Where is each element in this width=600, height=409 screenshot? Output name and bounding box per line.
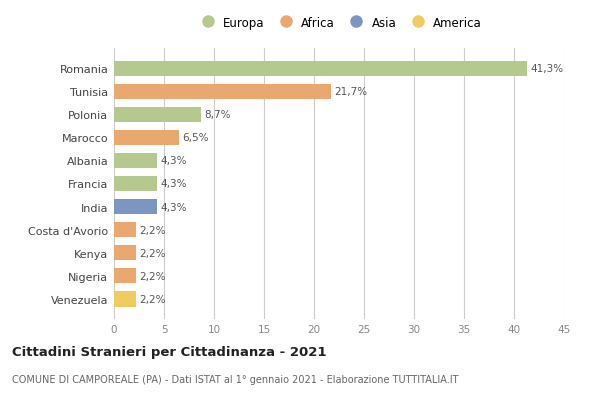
Text: 2,2%: 2,2% <box>139 225 166 235</box>
Legend: Europa, Africa, Asia, America: Europa, Africa, Asia, America <box>191 12 487 34</box>
Bar <box>114 200 157 215</box>
Bar <box>114 222 136 238</box>
Text: 8,7%: 8,7% <box>204 110 230 120</box>
Bar <box>114 61 527 76</box>
Text: 4,3%: 4,3% <box>160 156 187 166</box>
Text: 2,2%: 2,2% <box>139 271 166 281</box>
Bar <box>114 153 157 169</box>
Text: 2,2%: 2,2% <box>139 294 166 304</box>
Bar <box>114 292 136 307</box>
Bar <box>114 84 331 99</box>
Bar <box>114 130 179 146</box>
Text: Cittadini Stranieri per Cittadinanza - 2021: Cittadini Stranieri per Cittadinanza - 2… <box>12 346 326 359</box>
Text: 41,3%: 41,3% <box>530 64 563 74</box>
Text: COMUNE DI CAMPOREALE (PA) - Dati ISTAT al 1° gennaio 2021 - Elaborazione TUTTITA: COMUNE DI CAMPOREALE (PA) - Dati ISTAT a… <box>12 374 458 384</box>
Text: 2,2%: 2,2% <box>139 248 166 258</box>
Bar <box>114 246 136 261</box>
Text: 6,5%: 6,5% <box>182 133 209 143</box>
Bar <box>114 269 136 284</box>
Text: 4,3%: 4,3% <box>160 179 187 189</box>
Bar <box>114 177 157 191</box>
Text: 4,3%: 4,3% <box>160 202 187 212</box>
Bar <box>114 108 201 122</box>
Text: 21,7%: 21,7% <box>334 87 367 97</box>
